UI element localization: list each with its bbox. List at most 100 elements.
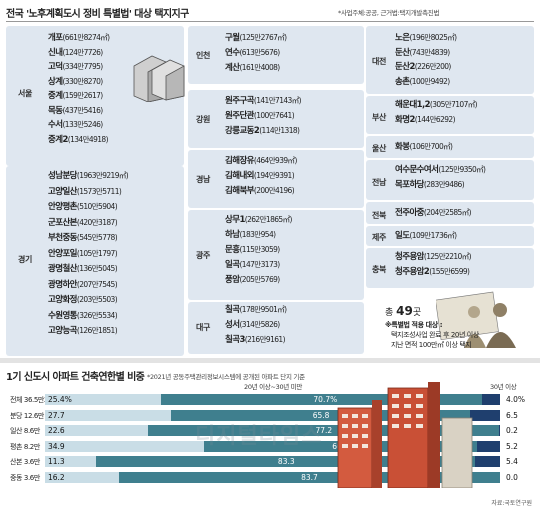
district-item: 김해장유(464만939㎡) bbox=[225, 155, 297, 167]
district-area: (464만939㎡) bbox=[253, 156, 297, 165]
district-item: 구월(125만2767㎡) bbox=[225, 32, 287, 44]
district-item: 중계(159만2617) bbox=[48, 90, 103, 102]
district-name: 하남 bbox=[225, 230, 240, 240]
district-name: 상무1 bbox=[225, 215, 245, 225]
district-area: (226만200) bbox=[414, 62, 452, 71]
legend-label: 30년 이상 bbox=[490, 383, 517, 391]
district-name: 고양화정 bbox=[48, 295, 77, 305]
district-name: 풍암 bbox=[225, 275, 240, 285]
district-name: 칠곡3 bbox=[225, 335, 245, 345]
district-name: 성서 bbox=[225, 320, 240, 330]
district-area: (109만1736㎡) bbox=[409, 231, 457, 240]
region-box bbox=[188, 302, 364, 354]
district-area: (126만1851) bbox=[76, 326, 118, 335]
district-item: 상무1(262만1865㎡) bbox=[225, 214, 292, 226]
bar-value-label: 65.8 bbox=[312, 410, 330, 420]
district-area: (326만5534) bbox=[76, 310, 118, 320]
district-area: (115만3059) bbox=[239, 245, 280, 254]
bar-segment bbox=[45, 409, 172, 421]
category-label: 분당 12.6만 bbox=[10, 411, 44, 420]
district-name: 목포하당 bbox=[395, 180, 424, 190]
district-item: 중계2(134만4918) bbox=[48, 134, 109, 146]
district-name: 문흥 bbox=[225, 245, 240, 255]
category-label: 평촌 8.2만 bbox=[10, 442, 40, 451]
district-area: (106만700㎡) bbox=[409, 142, 453, 151]
district-name: 전주아중 bbox=[395, 208, 424, 218]
district-area: (216만9161) bbox=[244, 335, 286, 344]
district-item: 여수문수여서(125만9350㎡) bbox=[395, 164, 486, 176]
bar-segment bbox=[45, 471, 119, 483]
district-area: (125만2210㎡) bbox=[423, 252, 472, 261]
district-area: (133만5246) bbox=[62, 120, 103, 129]
district-name: 원주단관 bbox=[225, 111, 254, 121]
bar-segment bbox=[96, 456, 476, 467]
district-area: (205만5769) bbox=[239, 275, 280, 284]
district-area: (100만9492) bbox=[409, 76, 450, 86]
district-area: (510만5904) bbox=[76, 202, 118, 211]
bar-segment bbox=[45, 425, 148, 436]
region-box bbox=[366, 26, 534, 94]
district-name: 일곡 bbox=[225, 260, 240, 270]
district-name: 안양평촌 bbox=[48, 202, 77, 212]
apartment-illustration bbox=[133, 55, 185, 102]
bar-value-label: 22.6 bbox=[48, 426, 65, 435]
region-label: 전북 bbox=[372, 211, 386, 220]
district-area: (136만5045) bbox=[76, 264, 118, 273]
total-count: 총 49곳 bbox=[385, 304, 422, 318]
district-area: (207만7545) bbox=[76, 279, 118, 289]
district-item: 목포하당(283만9486) bbox=[395, 179, 465, 191]
district-item: 개포(661만8274㎡) bbox=[48, 32, 110, 44]
bar-segment bbox=[482, 394, 501, 405]
district-area: (124만7726) bbox=[62, 47, 103, 57]
district-area: (159만2617) bbox=[62, 91, 103, 100]
district-item: 청주용암2(155만6599) bbox=[395, 266, 470, 278]
district-item: 화명2(144만6292) bbox=[395, 114, 456, 126]
district-name: 김해장유 bbox=[225, 156, 254, 166]
district-area: (114만1318) bbox=[259, 126, 300, 135]
district-area: (1963만9219㎡) bbox=[76, 171, 129, 180]
region-label: 울산 bbox=[372, 144, 386, 153]
district-area: (204만2585㎡) bbox=[423, 208, 472, 217]
district-item: 풍암(205만5769) bbox=[225, 274, 280, 286]
district-name: 화명2 bbox=[395, 115, 415, 125]
district-item: 안양평촌(510만5904) bbox=[48, 201, 118, 213]
district-name: 강릉교동2 bbox=[225, 126, 260, 136]
district-item: 광명철산(136만5045) bbox=[48, 263, 118, 275]
bar-segment bbox=[476, 440, 501, 452]
category-label: 전체 36.5만호 bbox=[10, 396, 50, 404]
bar-segment bbox=[118, 471, 500, 483]
bar-value-label: 83.7 bbox=[301, 472, 318, 482]
district-item: 화봉(106만700㎡) bbox=[395, 141, 453, 153]
district-area: (283만9486) bbox=[423, 180, 465, 189]
district-item: 수서(133만5246) bbox=[48, 119, 103, 131]
district-area: (194만9391) bbox=[253, 171, 295, 180]
district-name: 청주용암2 bbox=[395, 267, 430, 277]
bar-value-label: 6.5 bbox=[506, 410, 518, 420]
district-name: 김해내외 bbox=[225, 171, 254, 181]
category-label: 중동 3.6만 bbox=[10, 473, 40, 482]
district-area: (613만5676) bbox=[239, 48, 280, 57]
district-name: 수서 bbox=[48, 120, 63, 130]
region-label: 경기 bbox=[18, 255, 32, 264]
region-label: 경남 bbox=[196, 175, 210, 184]
category-label: 일산 8.6만 bbox=[10, 427, 40, 435]
district-name: 구월 bbox=[225, 33, 240, 43]
region-label: 광주 bbox=[196, 251, 210, 260]
district-area: (1573만5711) bbox=[76, 186, 122, 196]
district-item: 원주구곡(141만7143㎡) bbox=[225, 95, 302, 107]
region-box bbox=[366, 226, 534, 246]
bar-segment bbox=[171, 409, 471, 421]
bar-value-label: 27.7 bbox=[48, 410, 65, 420]
category-label: 산본 3.6만 bbox=[10, 458, 40, 466]
district-item: 둔산(743만4839) bbox=[395, 47, 450, 59]
district-area: (334만7795) bbox=[62, 62, 103, 71]
district-name: 화봉 bbox=[395, 142, 410, 152]
district-item: 신내(124만7726) bbox=[48, 47, 103, 59]
district-area: (125만2767㎡) bbox=[239, 33, 287, 42]
region-box bbox=[366, 96, 534, 134]
district-item: 일도(109만1736㎡) bbox=[395, 230, 457, 242]
district-name: 수원영통 bbox=[48, 310, 77, 321]
district-name: 노은 bbox=[395, 33, 410, 43]
region-box bbox=[188, 150, 364, 208]
bar-value-label: 0.2 bbox=[506, 426, 518, 435]
